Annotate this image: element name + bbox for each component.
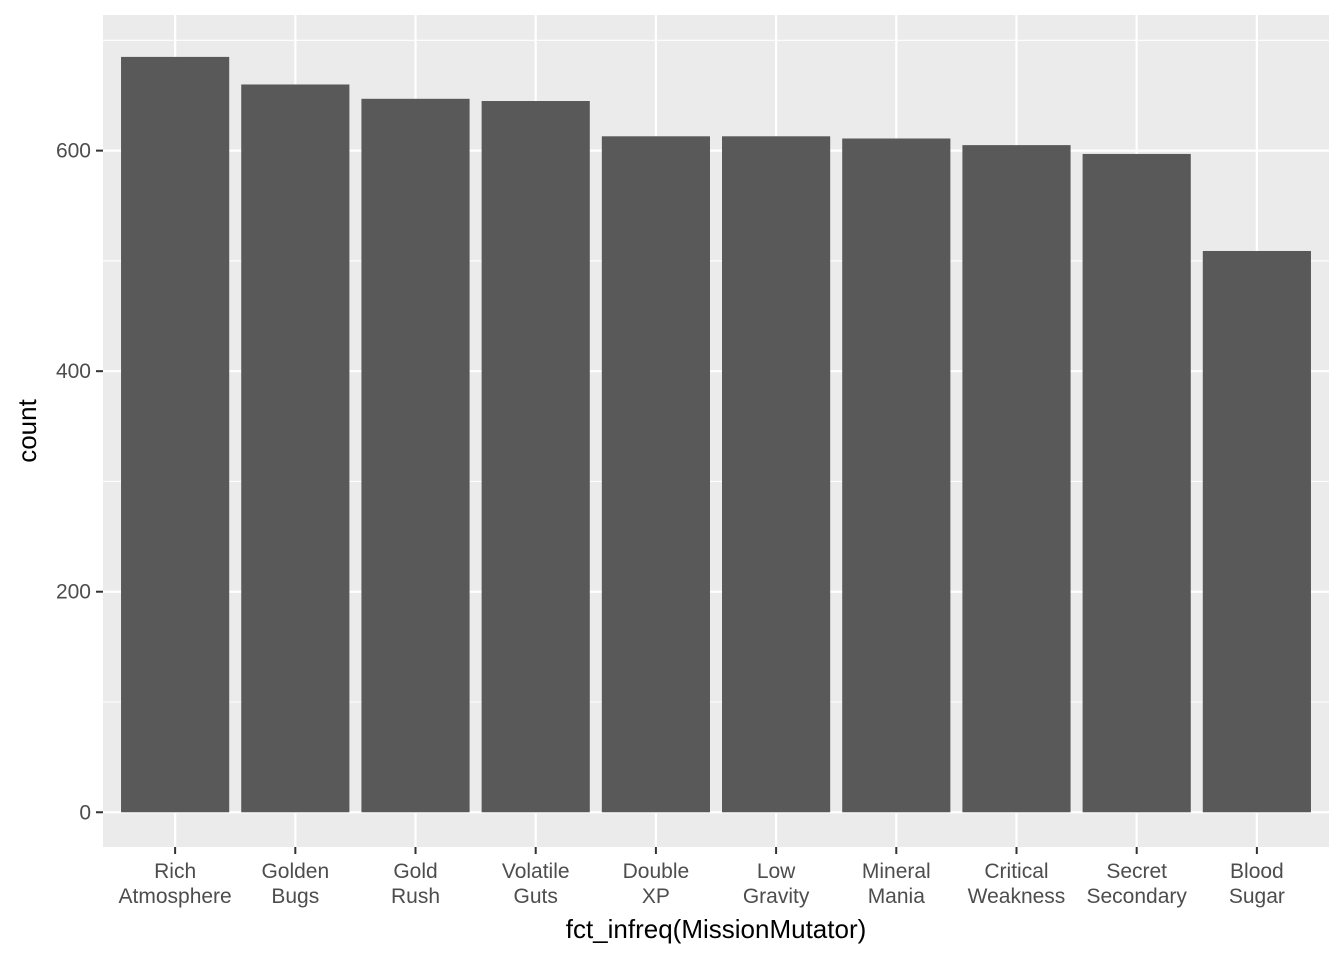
y-tick-label: 0	[79, 801, 91, 824]
bar	[481, 101, 590, 813]
bar	[962, 145, 1071, 813]
y-tick-label: 400	[56, 360, 91, 383]
x-tick-label: Gold Rush	[391, 860, 440, 908]
bar	[842, 138, 951, 813]
bars	[121, 56, 1311, 813]
bar	[121, 56, 230, 813]
y-axis: 0 200 400 600	[56, 140, 103, 824]
x-axis-title: fct_infreq(MissionMutator)	[566, 914, 867, 944]
y-tick-label: 200	[56, 581, 91, 604]
bar	[722, 136, 831, 813]
x-tick-label: Double XP	[623, 860, 690, 908]
x-tick-label: Golden Bugs	[261, 860, 329, 908]
x-tick-label: Volatile Guts	[502, 860, 570, 908]
bar	[1202, 250, 1311, 813]
x-axis: Rich Atmosphere Golden Bugs Gold Rush Volatile…	[119, 847, 1285, 908]
bar	[361, 98, 470, 813]
x-tick-label: Low Gravity	[743, 860, 810, 908]
x-tick-label: Blood Sugar	[1229, 860, 1285, 908]
x-tick-label: Critical Weakness	[968, 860, 1066, 908]
bar	[601, 136, 710, 813]
bar	[241, 84, 350, 813]
x-tick-label: Secret Secondary	[1086, 860, 1187, 908]
x-tick-label: Rich Atmosphere	[119, 860, 232, 908]
y-tick-label: 600	[56, 140, 91, 163]
bar	[1082, 153, 1191, 813]
y-axis-title: count	[12, 398, 42, 462]
x-tick-label: Mineral Mania	[862, 860, 931, 908]
